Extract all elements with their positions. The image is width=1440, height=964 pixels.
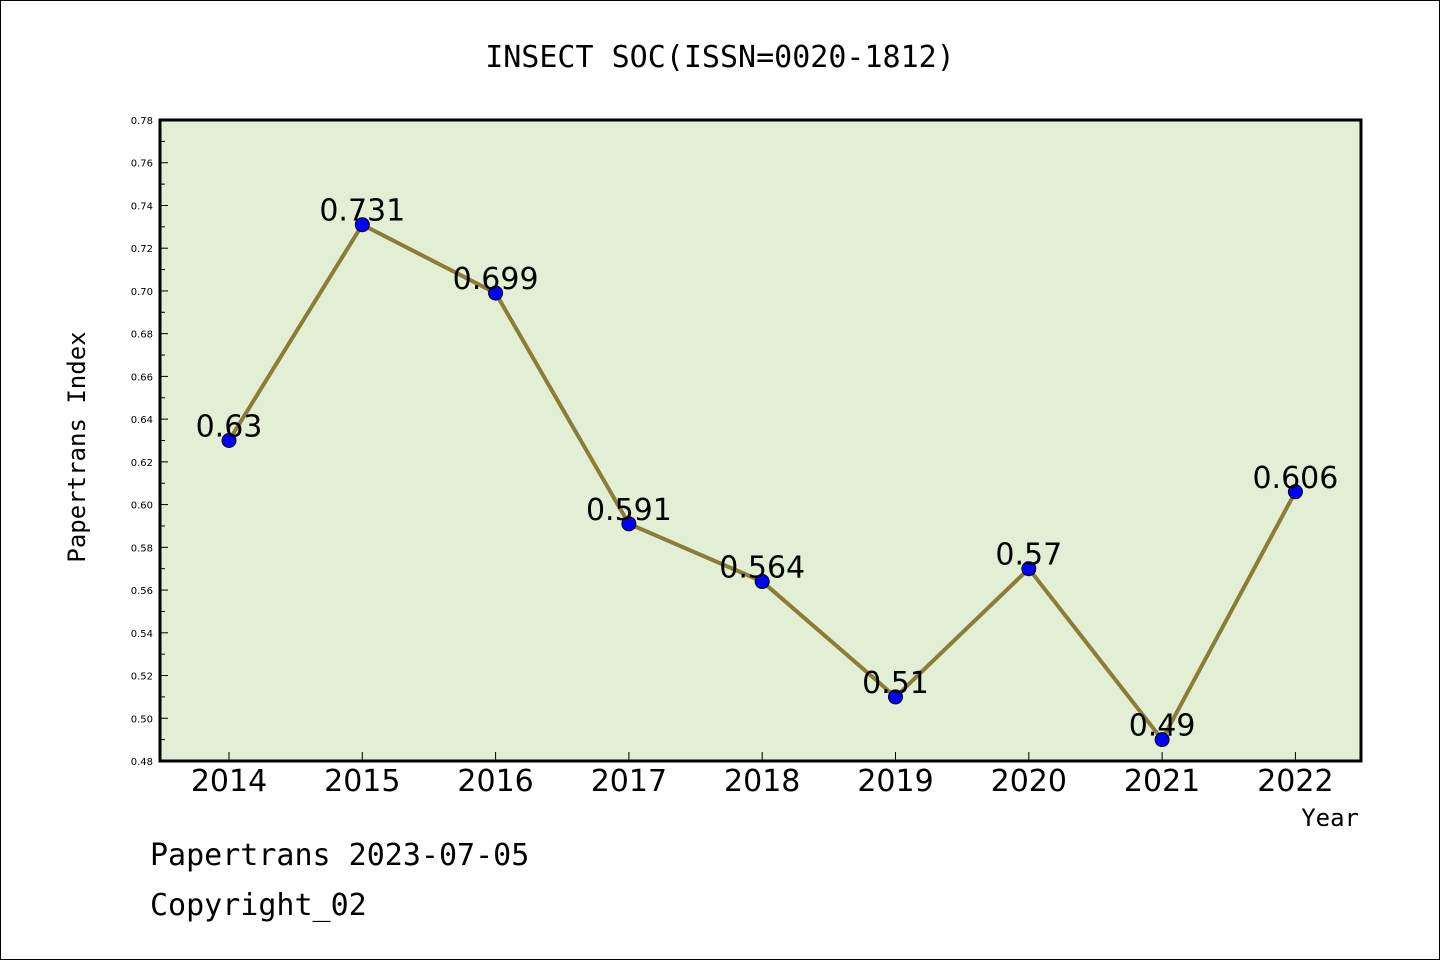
data-point	[621, 516, 637, 532]
data-label: 0.63	[196, 410, 263, 445]
y-tick-label: 0.78	[131, 116, 153, 127]
data-point	[1154, 732, 1170, 748]
y-tick-label: 0.64	[131, 415, 153, 426]
data-label: 0.57	[995, 538, 1062, 573]
data-point	[888, 689, 903, 705]
x-axis: 2014 2015 2016 2017 2018 2019 2020 2021 2022	[191, 752, 1334, 799]
data-labels: 0.63 0.731 0.699 0.591 0.564 0.51 0.57 0.49 0.60…	[196, 194, 1339, 744]
x-tick-label: 2017	[591, 764, 667, 799]
y-tick-label: 0.62	[131, 458, 153, 469]
data-point	[488, 285, 504, 301]
chart-title: INSECT SOC(ISSN=0020-1812)	[485, 40, 955, 75]
data-point	[1287, 484, 1303, 500]
y-tick-label: 0.66	[131, 372, 153, 383]
x-tick-label: 2021	[1124, 764, 1200, 799]
data-label: 0.699	[453, 262, 539, 297]
data-label: 0.591	[586, 493, 672, 528]
data-label: 0.51	[862, 666, 929, 701]
data-point	[754, 574, 770, 590]
y-tick-label: 0.70	[131, 287, 153, 298]
data-label: 0.606	[1252, 461, 1338, 496]
data-point	[354, 217, 370, 233]
data-point	[1021, 561, 1037, 577]
y-tick-label: 0.60	[131, 501, 153, 512]
footer-date: Papertrans 2023-07-05	[150, 838, 529, 873]
y-tick-label: 0.52	[131, 672, 153, 683]
x-tick-label: 2018	[724, 764, 800, 799]
x-tick-label: 2022	[1257, 764, 1333, 799]
x-tick-label: 2014	[191, 764, 267, 799]
y-tick-label: 0.54	[131, 629, 153, 640]
x-tick-label: 2020	[991, 764, 1067, 799]
y-axis-label: Papertrans Index	[63, 331, 91, 562]
data-label: 0.731	[319, 194, 405, 229]
y-tick-label: 0.74	[131, 201, 153, 212]
y-tick-label: 0.72	[131, 244, 153, 255]
x-tick-label: 2015	[324, 764, 400, 799]
y-tick-label: 0.48	[131, 757, 153, 768]
y-axis: 0.48 0.50 0.52 0.54 0.56 0.58 0.60 0.62 0.64 0.66…	[131, 116, 168, 768]
data-label: 0.49	[1129, 709, 1196, 744]
x-tick-label: 2019	[857, 764, 933, 799]
footer-copyright: Copyright_02	[150, 888, 367, 923]
y-tick-label: 0.58	[131, 543, 153, 554]
y-tick-label: 0.76	[131, 159, 153, 170]
x-axis-label: Year	[1301, 804, 1359, 832]
series-markers	[221, 217, 1303, 748]
y-tick-label: 0.50	[131, 714, 153, 725]
data-label: 0.564	[719, 551, 805, 586]
x-tick-label: 2016	[457, 764, 533, 799]
y-tick-label: 0.68	[131, 330, 153, 341]
y-tick-label: 0.56	[131, 586, 153, 597]
data-point	[221, 433, 237, 448]
